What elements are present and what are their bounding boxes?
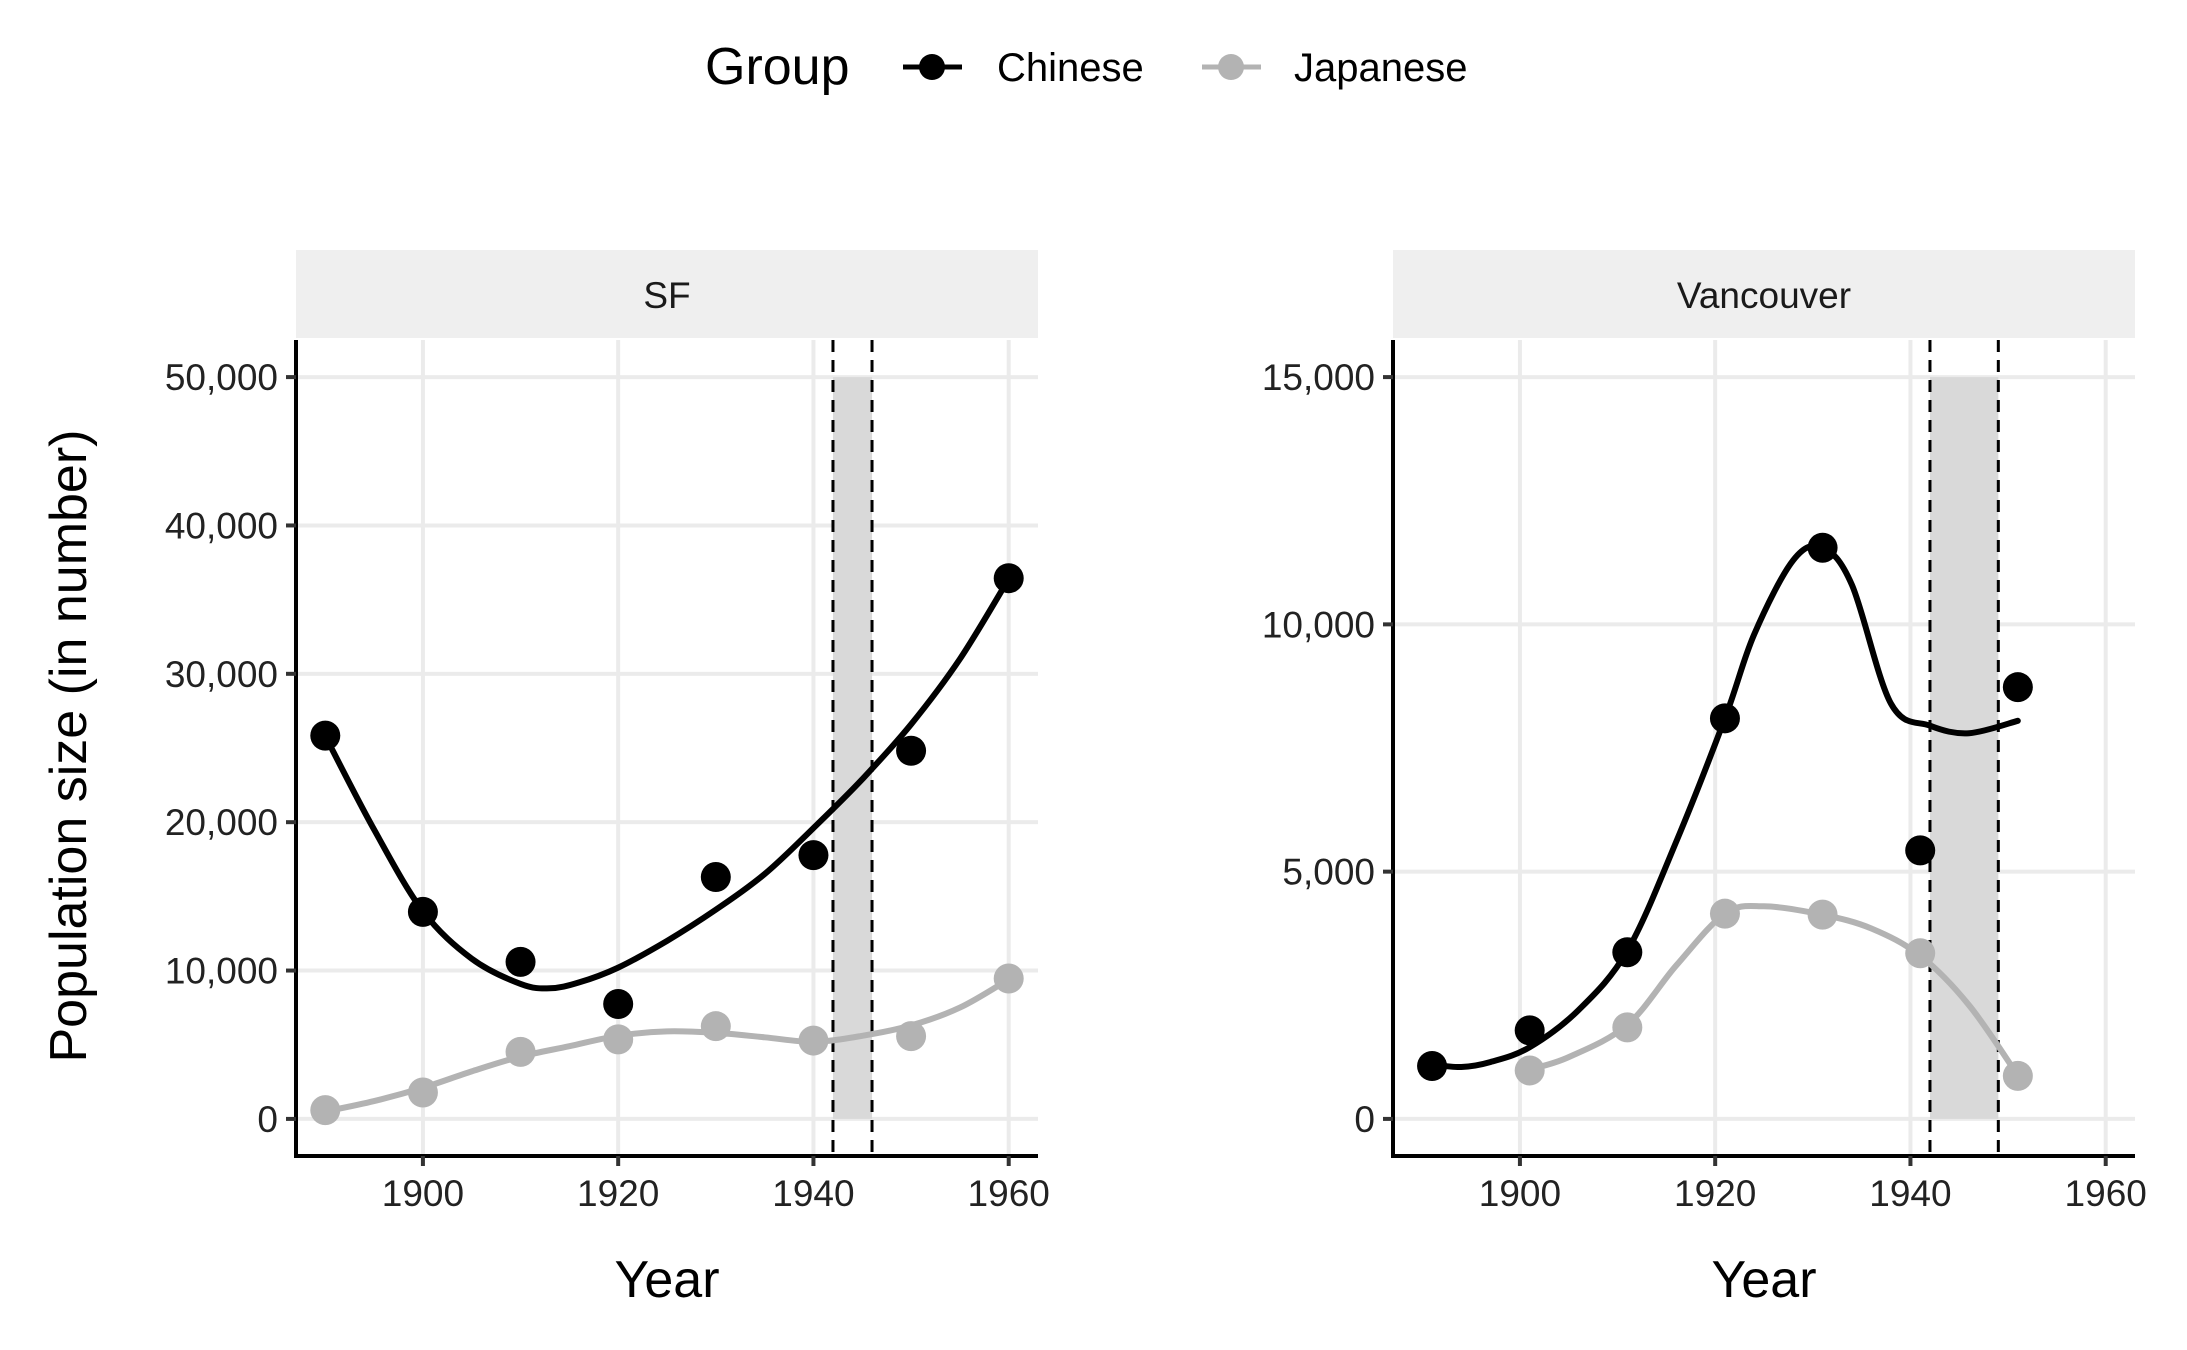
data-point-chinese bbox=[2002, 672, 2033, 703]
y-tick-label: 5,000 bbox=[1282, 852, 1375, 893]
legend: Group Chinese Japanese bbox=[705, 38, 1467, 96]
y-tick-label: 20,000 bbox=[165, 802, 278, 843]
x-tick-label: 1920 bbox=[577, 1173, 659, 1214]
facet-panel-vancouver: Vancouver 0 5,000 10,000 15,000 1900 1920 1940… bbox=[1262, 250, 2147, 1309]
data-point-chinese bbox=[1612, 937, 1643, 968]
data-point-japanese bbox=[1709, 898, 1740, 929]
legend-key-point-japanese bbox=[1218, 54, 1244, 80]
data-point-chinese bbox=[700, 862, 731, 893]
y-tick-label: 40,000 bbox=[165, 505, 278, 546]
y-tick-label: 50,000 bbox=[165, 357, 278, 398]
data-point-chinese bbox=[407, 896, 438, 927]
y-tick-label: 0 bbox=[257, 1099, 278, 1140]
x-tick-label: 1920 bbox=[1674, 1173, 1756, 1214]
facet-strip-label: Vancouver bbox=[1677, 275, 1851, 316]
data-point-chinese bbox=[505, 946, 536, 977]
legend-title: Group bbox=[705, 38, 850, 96]
y-axis-title: Population size (in number) bbox=[40, 430, 98, 1063]
shaded-period-band bbox=[832, 377, 873, 1119]
data-point-japanese bbox=[1612, 1012, 1643, 1043]
x-axis-title: Year bbox=[1711, 1251, 1816, 1309]
legend-key-point-chinese bbox=[919, 54, 945, 80]
data-point-chinese bbox=[993, 563, 1024, 594]
legend-label-chinese: Chinese bbox=[997, 46, 1144, 90]
shaded-period-band bbox=[1929, 377, 1999, 1119]
data-point-japanese bbox=[407, 1077, 438, 1108]
data-point-chinese bbox=[1417, 1050, 1448, 1081]
y-tick-label: 15,000 bbox=[1262, 357, 1375, 398]
x-tick-label: 1960 bbox=[2065, 1173, 2147, 1214]
x-axis-title: Year bbox=[614, 1251, 719, 1309]
facet-strip-background bbox=[296, 250, 1038, 338]
data-point-japanese bbox=[1905, 938, 1936, 969]
trend-line-chinese bbox=[1429, 542, 2021, 1071]
data-point-japanese bbox=[700, 1011, 731, 1042]
x-tick-label: 1940 bbox=[1869, 1173, 1951, 1214]
x-tick-label: 1900 bbox=[382, 1173, 464, 1214]
data-point-chinese bbox=[798, 840, 829, 871]
data-point-chinese bbox=[896, 735, 927, 766]
x-tick-label: 1940 bbox=[772, 1173, 854, 1214]
trend-line-japanese bbox=[322, 976, 1012, 1115]
facet-strip-background bbox=[1393, 250, 2135, 338]
data-point-japanese bbox=[310, 1095, 341, 1126]
data-point-japanese bbox=[505, 1036, 536, 1067]
y-tick-label: 0 bbox=[1354, 1099, 1375, 1140]
data-point-japanese bbox=[896, 1021, 927, 1052]
y-tick-label: 30,000 bbox=[165, 654, 278, 695]
data-point-japanese bbox=[2002, 1060, 2033, 1091]
legend-label-japanese: Japanese bbox=[1294, 46, 1467, 90]
data-point-japanese bbox=[1807, 899, 1838, 930]
data-point-japanese bbox=[993, 963, 1024, 994]
data-point-japanese bbox=[798, 1025, 829, 1056]
data-point-chinese bbox=[1905, 835, 1936, 866]
facet-panel-sf: SF 0 10,000 20,000 30,000 40,000 50,000 1900 19… bbox=[165, 250, 1050, 1309]
data-point-chinese bbox=[1709, 703, 1740, 734]
data-point-japanese bbox=[1514, 1055, 1545, 1086]
x-tick-label: 1900 bbox=[1479, 1173, 1561, 1214]
data-point-chinese bbox=[310, 720, 341, 751]
x-tick-label: 1960 bbox=[968, 1173, 1050, 1214]
data-point-chinese bbox=[1807, 532, 1838, 563]
data-point-japanese bbox=[603, 1024, 634, 1055]
y-tick-label: 10,000 bbox=[1262, 604, 1375, 645]
y-tick-label: 10,000 bbox=[165, 951, 278, 992]
trend-line-japanese bbox=[1526, 902, 2021, 1079]
facet-strip-label: SF bbox=[643, 275, 690, 316]
data-point-chinese bbox=[603, 989, 634, 1020]
data-point-chinese bbox=[1514, 1015, 1545, 1046]
